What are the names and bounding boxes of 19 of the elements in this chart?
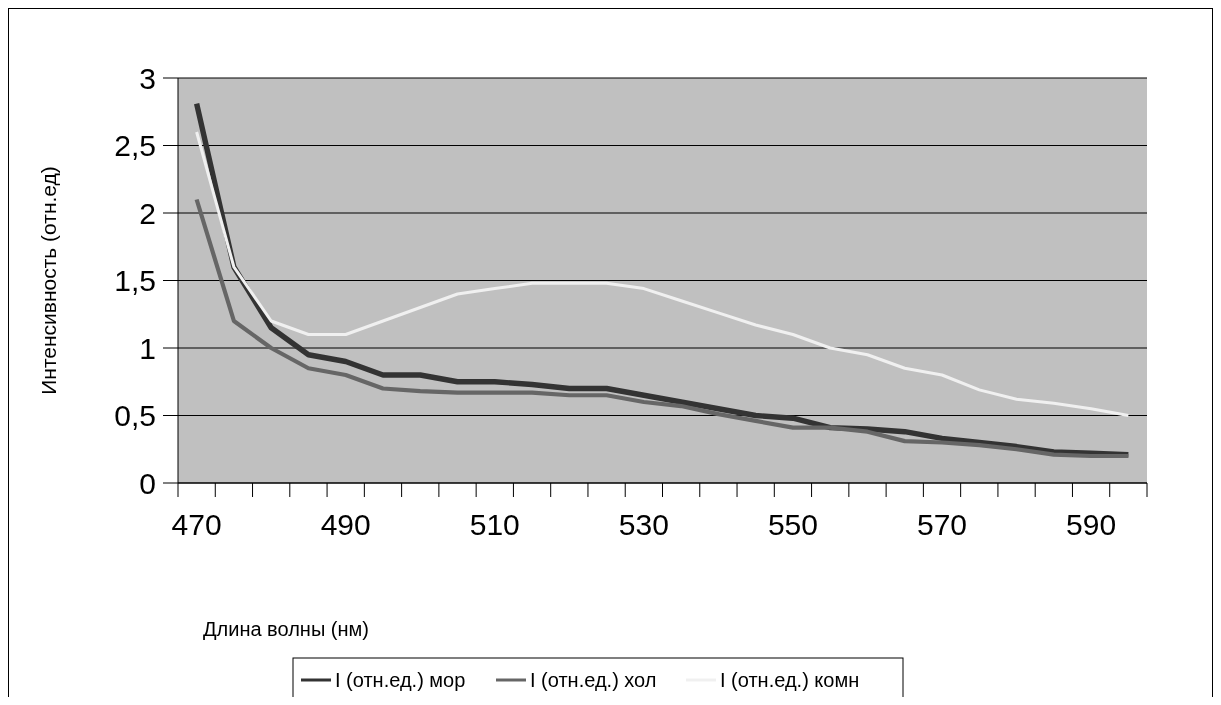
y-tick-label: 3 [139,61,156,95]
y-tick-label: 0 [139,466,156,500]
y-tick-label: 1 [139,331,156,365]
x-tick-label: 530 [618,508,669,541]
y-tick-label: 2 [139,196,156,230]
y-tick-label: 0,5 [114,399,156,432]
y-tick-label: 1,5 [114,264,156,297]
x-tick-label: 570 [916,508,968,541]
x-axis-title: Длина волны (нм) [203,618,369,640]
legend-label: I (отн.ед.) мор [335,669,466,691]
x-tick-label: 470 [171,508,222,541]
y-axis-title: Интенсивность (отн.ед) [37,166,60,395]
legend-label: I (отн.ед.) комн [720,669,860,691]
legend-label: I (отн.ед.) хол [530,669,657,691]
x-tick-label: 550 [767,508,818,541]
y-tick-label: 2,5 [114,129,156,162]
x-tick-label: 510 [469,508,520,541]
x-tick-label: 490 [320,508,371,541]
x-tick-label: 590 [1066,508,1117,541]
